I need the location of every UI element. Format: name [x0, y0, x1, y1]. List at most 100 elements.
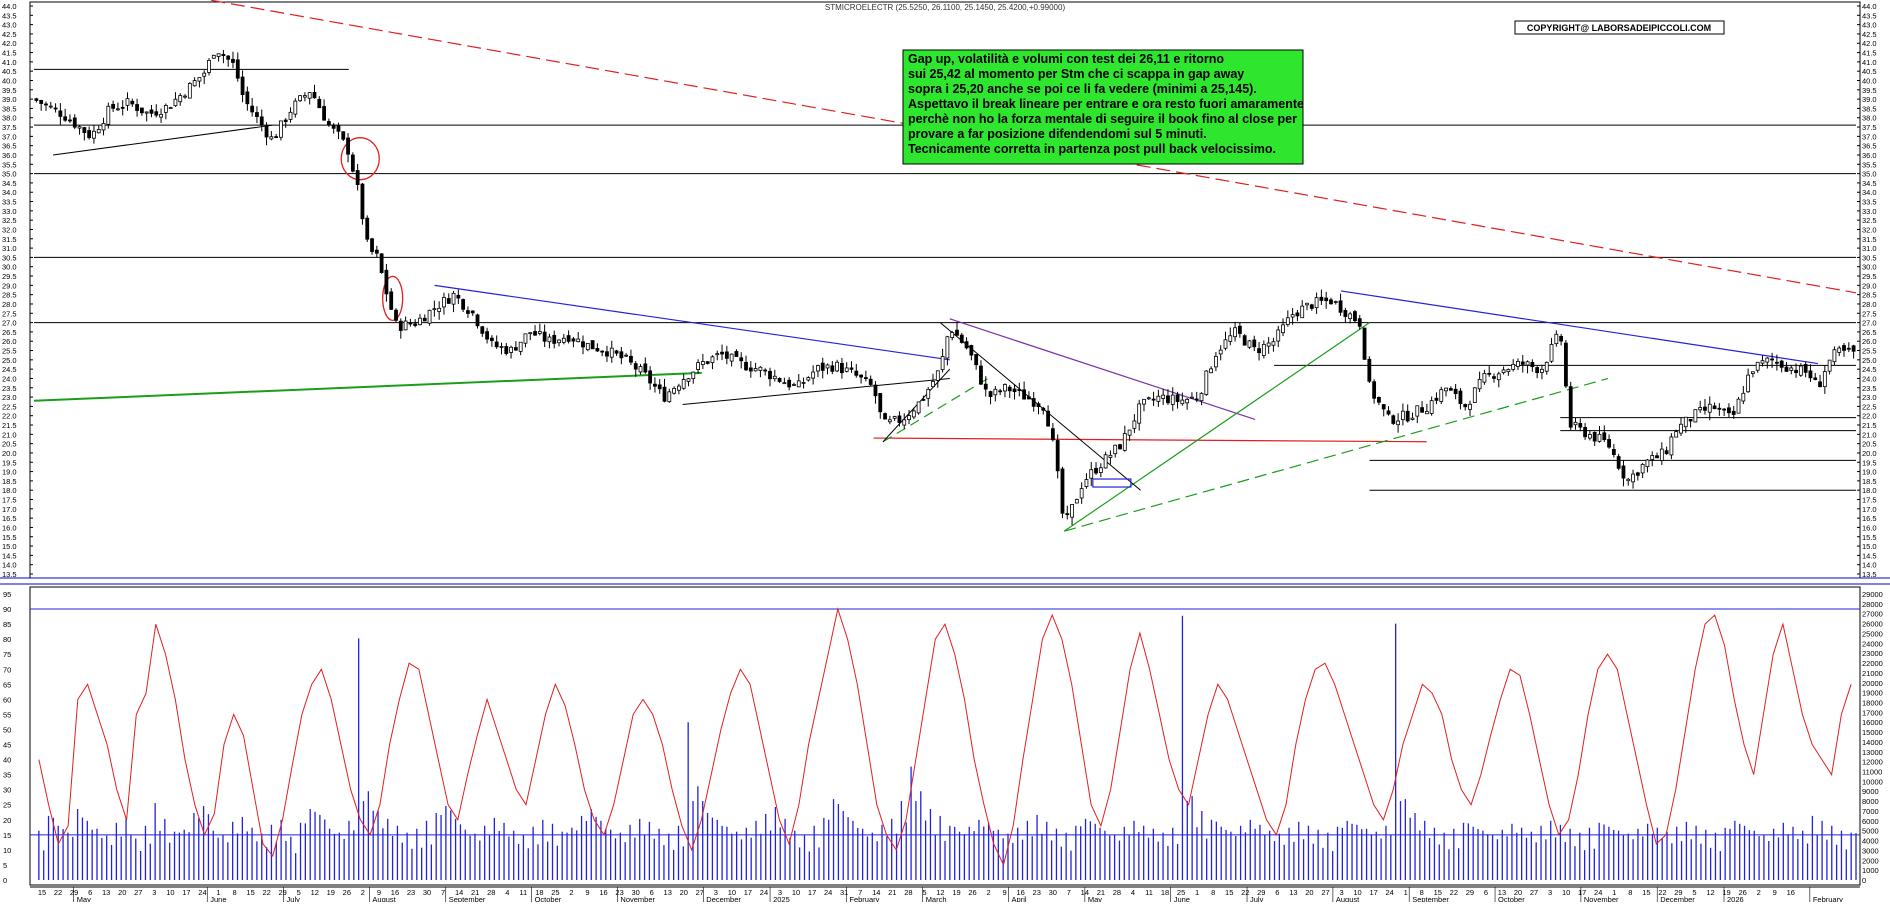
price-tick-label-left: 30.5 [2, 253, 17, 262]
month-label: September [449, 895, 486, 902]
candle-body [408, 322, 413, 325]
indicator-tick-label-left: 55 [3, 710, 11, 719]
candle-body [1022, 389, 1027, 400]
candle-body [437, 307, 442, 312]
annotation-line: perchè non ho la forza mentale di seguir… [908, 112, 1297, 126]
price-tick-label-right: 24.5 [1862, 365, 1877, 374]
candle-body [902, 419, 907, 426]
candle-body [974, 354, 979, 366]
candle-body [379, 253, 384, 273]
price-tick-label-left: 27.0 [2, 319, 17, 328]
candle-body [1391, 415, 1396, 424]
price-tick-label-left: 26.0 [2, 337, 17, 346]
candle-body [979, 365, 983, 385]
blue-resistance-line-1 [434, 284, 950, 361]
candle-body [1650, 455, 1655, 460]
candle-body [1774, 361, 1779, 364]
price-tick-label-left: 43.5 [2, 11, 17, 20]
candle-body [1199, 392, 1204, 402]
volume-tick-label-right: 18000 [1862, 698, 1883, 707]
candle-body [187, 83, 192, 99]
candle-body [1137, 403, 1142, 424]
candle-body [39, 100, 44, 104]
candle-body [1851, 345, 1856, 352]
candle-body [1338, 300, 1343, 313]
day-tick-label: 23 [407, 888, 415, 897]
indicator-tick-label-left: 5 [3, 861, 7, 870]
candle-body [691, 371, 696, 380]
candle-body [638, 366, 643, 373]
day-tick-label: 10 [166, 888, 174, 897]
price-tick-label-right: 33.5 [1862, 198, 1877, 207]
price-tick-label-left: 42.5 [2, 30, 17, 39]
volume-tick-label-right: 7000 [1862, 807, 1879, 816]
candle-body [1496, 373, 1501, 381]
candle-body [1285, 317, 1290, 326]
price-tick-label-right: 30.0 [1862, 263, 1877, 272]
price-tick-label-right: 19.0 [1862, 468, 1877, 477]
price-tick-label-left: 32.5 [2, 216, 17, 225]
day-tick-label: 8 [1211, 888, 1215, 897]
candle-body [44, 103, 48, 106]
candle-body [1506, 369, 1511, 373]
candle-body [1185, 398, 1190, 404]
day-tick-label: 23 [615, 888, 623, 897]
candle-body [144, 111, 149, 114]
candle-body [374, 249, 379, 254]
candle-body [1621, 465, 1626, 479]
candle-body [1295, 312, 1300, 317]
candle-body [1362, 327, 1367, 360]
candle-body [211, 54, 216, 59]
candle-body [887, 419, 892, 423]
day-tick-label: 24 [824, 888, 832, 897]
candle-body [1655, 455, 1659, 459]
candle-body [1453, 388, 1458, 395]
day-tick-label: 31 [840, 888, 848, 897]
annotation-line: Gap up, volatilità e volumi con test dei… [908, 52, 1224, 66]
candle-body [173, 98, 178, 107]
candle-body [82, 127, 87, 134]
day-tick-label: 22 [54, 888, 62, 897]
candle-body [1424, 411, 1429, 415]
day-tick-label: 29 [1466, 888, 1474, 897]
price-tick-label-right: 25.0 [1862, 356, 1877, 365]
candle-body [897, 415, 902, 423]
candle-body [312, 91, 317, 99]
price-tick-label-right: 41.0 [1862, 58, 1877, 67]
candle-body [1444, 387, 1448, 392]
price-tick-label-left: 36.5 [2, 142, 17, 151]
candle-body [1367, 358, 1372, 382]
candle-body [753, 368, 758, 372]
candle-body [77, 126, 82, 129]
day-tick-label: 8 [1628, 888, 1632, 897]
candle-body [1166, 395, 1170, 404]
month-label: February [1813, 895, 1843, 902]
day-tick-label: 15 [246, 888, 254, 897]
price-tick-label-right: 35.0 [1862, 170, 1877, 179]
price-tick-label-right: 25.5 [1862, 347, 1877, 356]
day-tick-label: 7 [441, 888, 445, 897]
candle-body [1794, 369, 1798, 374]
volume-tick-label-right: 29000 [1862, 590, 1883, 599]
candle-body [1142, 398, 1146, 405]
annotation-line: Aspettavo il break lineare per entrare e… [908, 97, 1304, 111]
day-tick-label: 2 [569, 888, 573, 897]
candle-body [830, 365, 835, 372]
day-tick-label: 14 [455, 888, 463, 897]
red-gap-circle [382, 275, 404, 322]
volume-tick-label-right: 15000 [1862, 728, 1883, 737]
candle-body [907, 415, 911, 420]
candle-body [1616, 456, 1621, 469]
candle-body [1180, 399, 1185, 405]
candle-body [1420, 407, 1424, 413]
day-tick-label: 2 [986, 888, 990, 897]
candle-body [389, 291, 394, 310]
price-tick-label-left: 40.0 [2, 76, 17, 85]
candle-body [523, 333, 528, 344]
candle-body [700, 361, 705, 366]
day-tick-label: 9 [585, 888, 589, 897]
candle-body [883, 413, 887, 420]
candle-body [1405, 410, 1410, 422]
price-tick-label-left: 35.0 [2, 170, 17, 179]
day-tick-label: 17 [182, 888, 190, 897]
